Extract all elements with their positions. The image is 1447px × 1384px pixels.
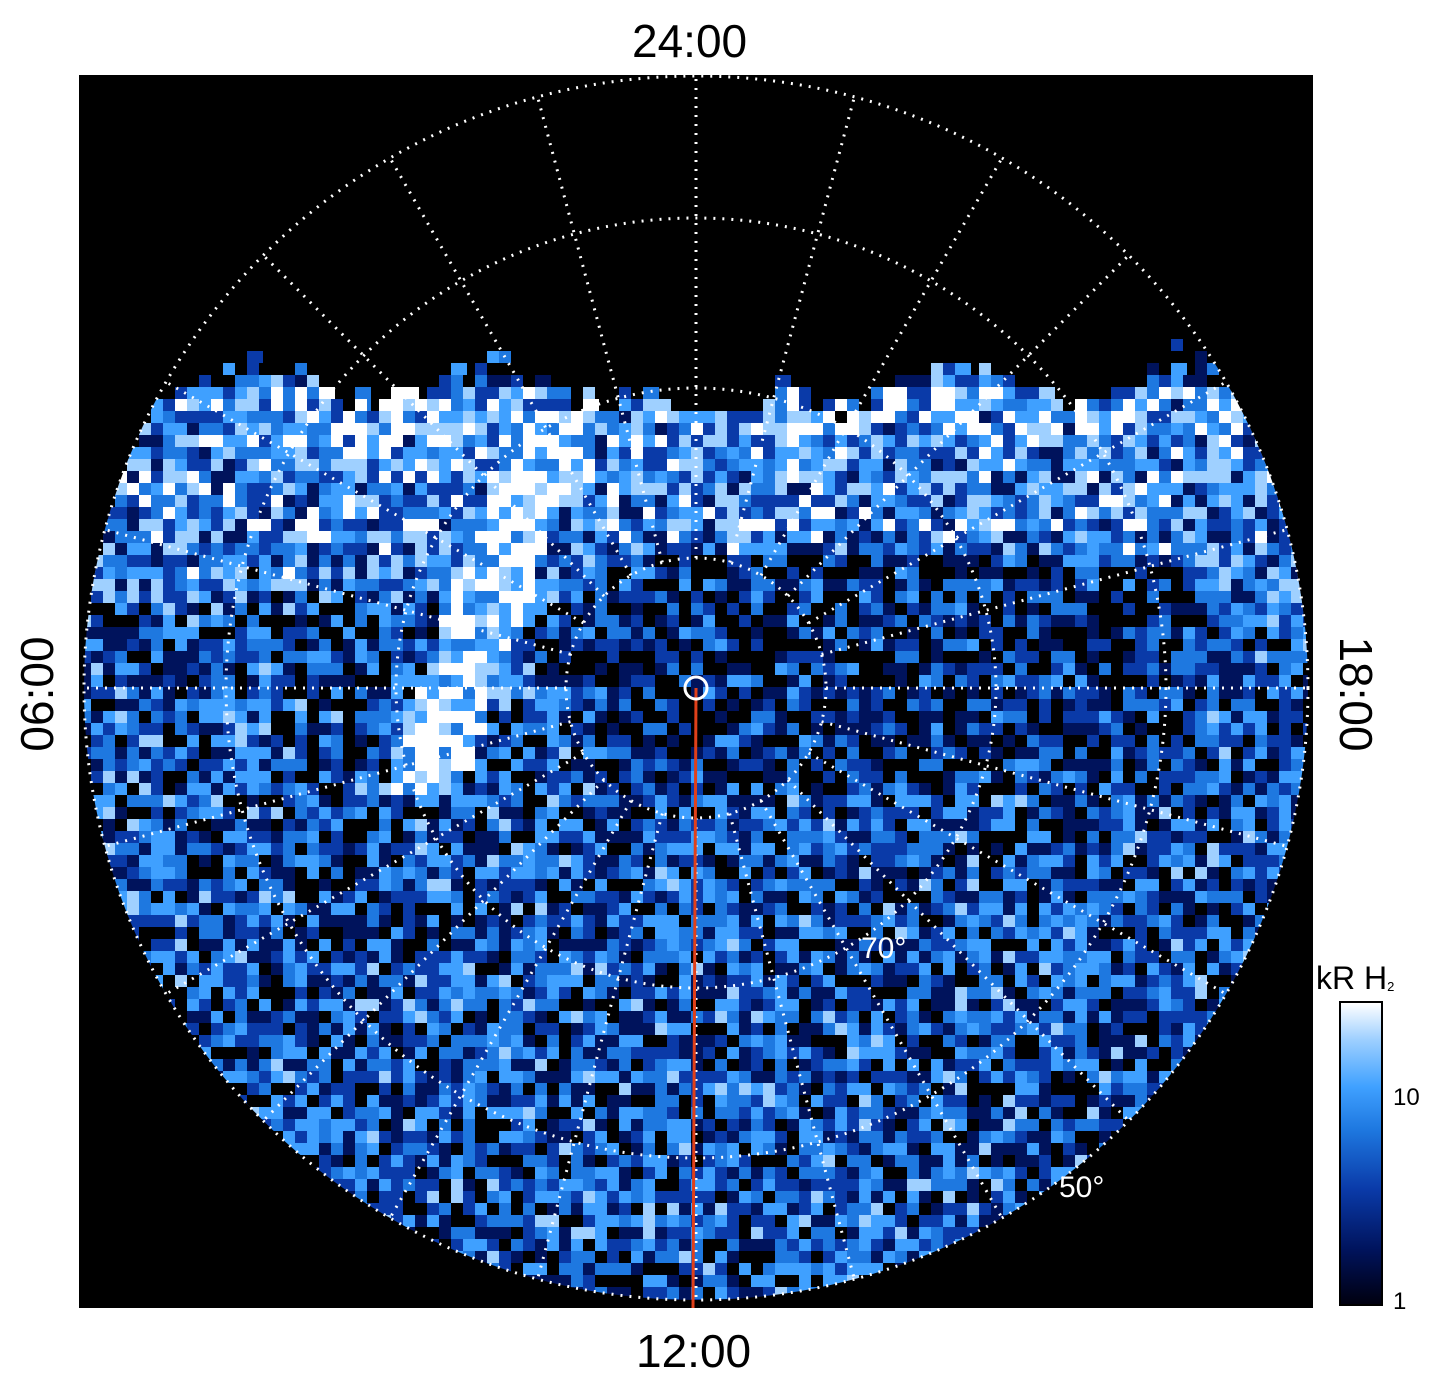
local-time-label-dusk: 18:00 xyxy=(1330,636,1382,752)
polar-projection-map: 70° 50° xyxy=(79,75,1313,1308)
latitude-longitude-grid xyxy=(82,75,1310,1302)
colorbar-tick-1: 1 xyxy=(1393,1288,1407,1315)
latitude-circle xyxy=(82,75,1310,1302)
latitude-circle xyxy=(394,386,998,990)
noon-meridian-line xyxy=(691,687,698,1308)
colorbar-tick-10: 10 xyxy=(1393,1084,1420,1111)
latitude-label-70: 70° xyxy=(861,932,906,965)
pole-marker xyxy=(683,675,709,701)
polar-map-svg: 70° 50° xyxy=(82,75,1310,1308)
latitude-label-50: 50° xyxy=(1059,1171,1104,1204)
local-time-label-dawn: 06:00 xyxy=(11,636,63,752)
colorbar xyxy=(1339,1001,1383,1306)
latitude-circle xyxy=(224,216,1168,1160)
local-time-label-midnight: 24:00 xyxy=(632,15,748,67)
colorbar-title: kR H2 xyxy=(1316,960,1395,996)
local-time-label-noon: 12:00 xyxy=(636,1325,752,1377)
auroral-emission-layer xyxy=(84,339,1308,1300)
